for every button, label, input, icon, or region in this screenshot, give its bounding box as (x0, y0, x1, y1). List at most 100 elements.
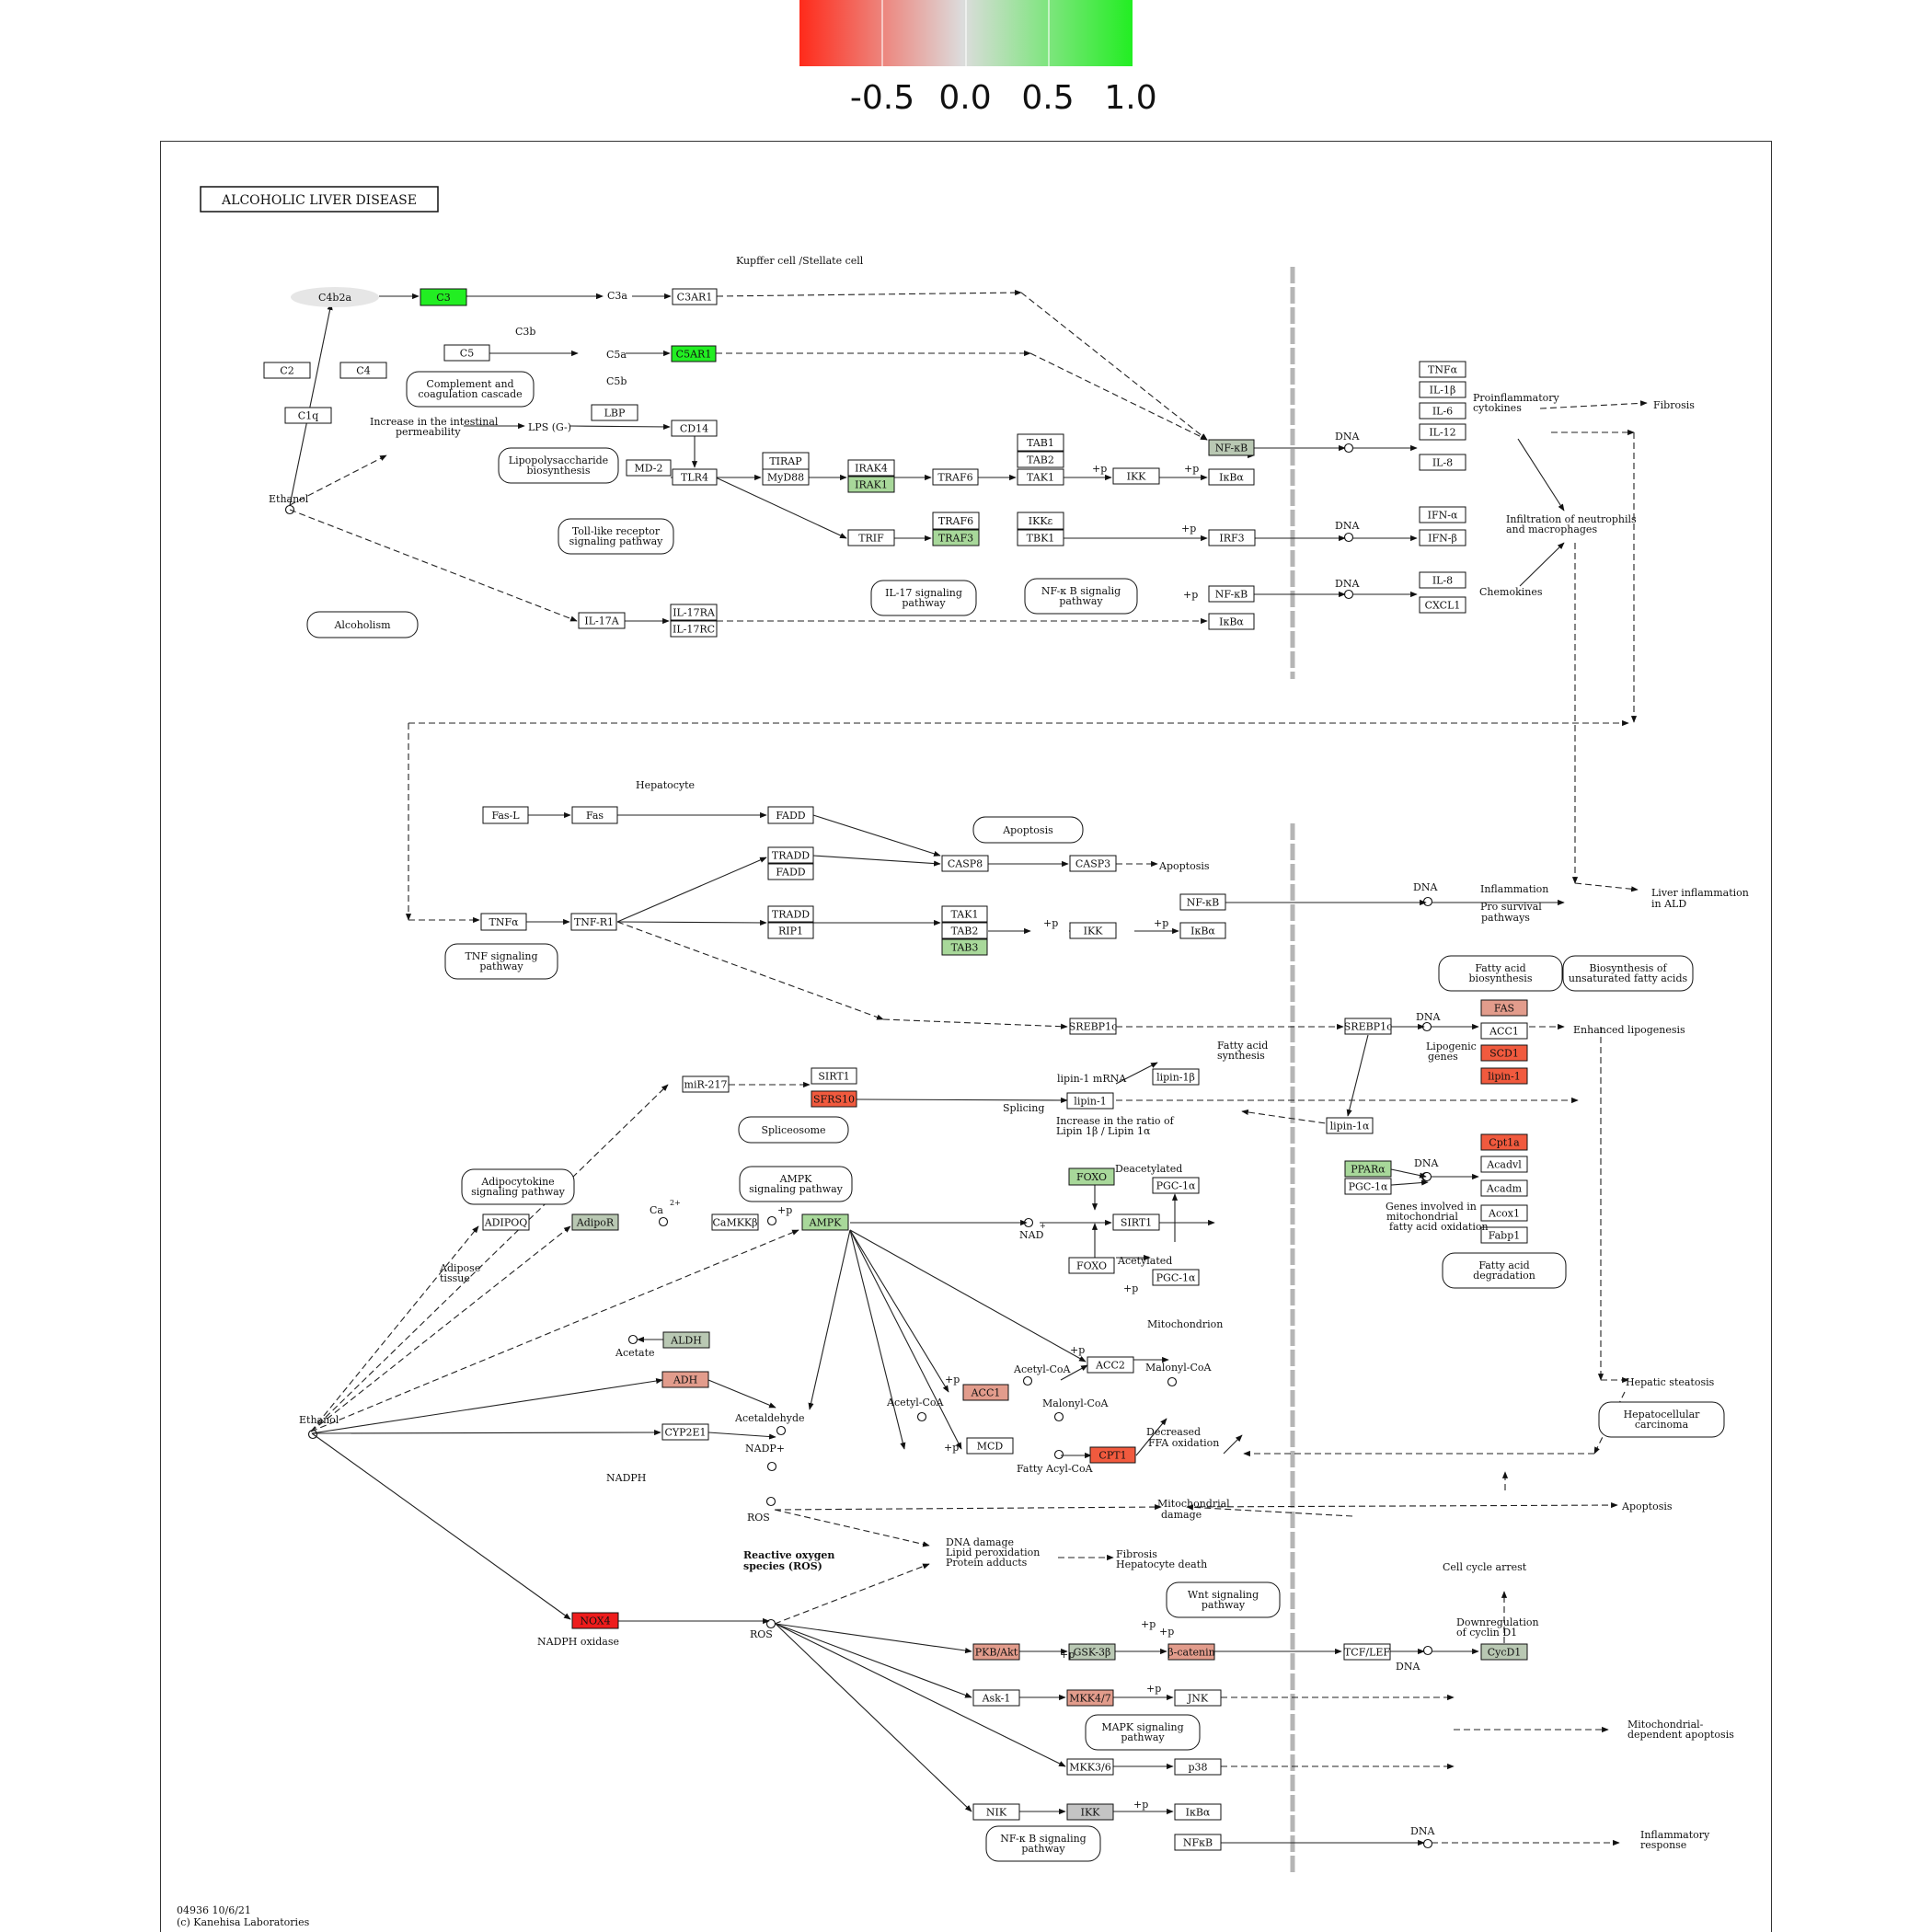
gene-node[interactable] (1480, 1204, 1528, 1222)
gene-node[interactable] (571, 1612, 619, 1629)
gene-node[interactable] (1344, 1160, 1392, 1178)
pathway-link[interactable] (1024, 578, 1138, 615)
gene-node[interactable] (1208, 468, 1255, 486)
gene-node[interactable] (571, 806, 618, 824)
pathway-link[interactable] (306, 611, 419, 638)
gene-node[interactable] (1208, 585, 1255, 603)
gene-node[interactable] (661, 1423, 709, 1441)
pathway-link[interactable] (739, 1166, 853, 1202)
gene-node[interactable] (671, 345, 717, 362)
gene-node[interactable] (1167, 1643, 1215, 1661)
pathway-link[interactable] (1442, 1252, 1567, 1289)
gene-node[interactable] (847, 459, 895, 477)
gene-node[interactable] (1017, 451, 1064, 468)
gene-node[interactable] (1419, 454, 1466, 471)
gene-node[interactable] (682, 1075, 730, 1093)
gene-node[interactable] (1152, 1068, 1200, 1086)
gene-node[interactable] (670, 620, 718, 638)
gene-node[interactable] (480, 913, 527, 931)
gene-node[interactable] (578, 612, 626, 629)
gene-node[interactable] (1480, 1067, 1528, 1085)
gene-node[interactable] (1174, 1758, 1222, 1776)
gene-node[interactable] (671, 420, 718, 437)
gene-node[interactable] (1419, 402, 1466, 420)
gene-node[interactable] (443, 344, 490, 362)
gene-node[interactable] (284, 407, 332, 424)
gene-node[interactable] (1017, 468, 1064, 486)
gene-node[interactable] (811, 1090, 857, 1108)
pathway-link[interactable] (985, 1825, 1101, 1862)
gene-node[interactable] (571, 1213, 619, 1231)
pathway-link[interactable] (1166, 1581, 1281, 1618)
gene-node[interactable] (662, 1331, 710, 1349)
gene-node[interactable] (1343, 1643, 1391, 1661)
gene-node[interactable] (801, 1213, 849, 1231)
gene-node[interactable] (972, 1803, 1020, 1821)
gene-node[interactable] (941, 938, 988, 956)
gene-node[interactable] (1066, 1092, 1114, 1110)
gene-node[interactable] (1112, 467, 1160, 485)
gene-node[interactable] (762, 468, 810, 486)
gene-node[interactable] (1069, 1018, 1117, 1035)
pathway-link[interactable] (738, 1116, 849, 1144)
gene-node[interactable] (1112, 1213, 1160, 1231)
pathway-link[interactable] (406, 371, 535, 408)
gene-node[interactable] (1419, 423, 1466, 441)
pathway-link[interactable] (558, 518, 674, 555)
gene-node[interactable] (711, 1213, 759, 1231)
gene-node[interactable] (1326, 1117, 1374, 1134)
gene-node[interactable] (661, 1371, 709, 1388)
pathway-link[interactable] (498, 447, 619, 484)
gene-node[interactable] (1179, 893, 1226, 911)
gene-node[interactable] (672, 288, 718, 305)
gene-node[interactable] (670, 604, 718, 621)
gene-node[interactable] (767, 846, 814, 864)
gene-node[interactable] (1089, 1446, 1136, 1464)
gene-node[interactable] (767, 905, 814, 923)
gene-node[interactable] (941, 905, 988, 923)
gene-node[interactable] (263, 362, 311, 379)
gene-node[interactable] (1419, 506, 1466, 523)
gene-node[interactable] (626, 459, 672, 477)
gene-node[interactable] (932, 468, 979, 486)
pathway-link[interactable] (1438, 955, 1563, 992)
gene-node[interactable] (1208, 439, 1255, 456)
gene-node[interactable] (1419, 571, 1466, 589)
gene-node[interactable] (1174, 1803, 1222, 1821)
gene-node[interactable] (339, 362, 387, 379)
pathway-link[interactable] (972, 816, 1084, 844)
gene-node[interactable] (941, 855, 989, 872)
gene-node[interactable] (972, 1689, 1020, 1707)
gene-node[interactable] (1480, 1133, 1528, 1151)
gene-node[interactable] (1344, 1018, 1392, 1035)
gene-node[interactable] (1179, 922, 1226, 939)
gene-node[interactable] (1174, 1834, 1222, 1851)
pathway-link[interactable] (444, 943, 558, 980)
gene-node[interactable] (1419, 381, 1466, 398)
gene-node[interactable] (1068, 1643, 1116, 1661)
gene-node[interactable] (847, 529, 895, 546)
gene-node[interactable] (1174, 1689, 1222, 1707)
gene-node[interactable] (420, 288, 467, 306)
gene-node[interactable] (767, 806, 814, 824)
gene-node[interactable] (1480, 1643, 1528, 1661)
gene-node[interactable] (1066, 1689, 1114, 1707)
gene-node[interactable] (767, 863, 814, 880)
gene-node[interactable] (482, 806, 529, 824)
gene-node[interactable] (966, 1437, 1014, 1455)
gene-node[interactable] (1152, 1177, 1200, 1194)
gene-node[interactable] (767, 922, 814, 939)
gene-node[interactable] (1419, 596, 1466, 614)
gene-node[interactable] (591, 404, 638, 421)
pathway-link[interactable] (1085, 1714, 1201, 1751)
gene-node[interactable] (1480, 1179, 1528, 1197)
gene-node[interactable] (1480, 1226, 1528, 1244)
gene-node[interactable] (1017, 512, 1064, 530)
gene-node[interactable] (1419, 529, 1466, 546)
gene-node[interactable] (1152, 1269, 1200, 1286)
gene-node[interactable] (941, 922, 988, 939)
gene-node[interactable] (1068, 1167, 1115, 1186)
gene-node[interactable] (1066, 1803, 1114, 1821)
gene-node[interactable] (962, 1384, 1009, 1401)
pathway-link[interactable] (1562, 955, 1694, 992)
